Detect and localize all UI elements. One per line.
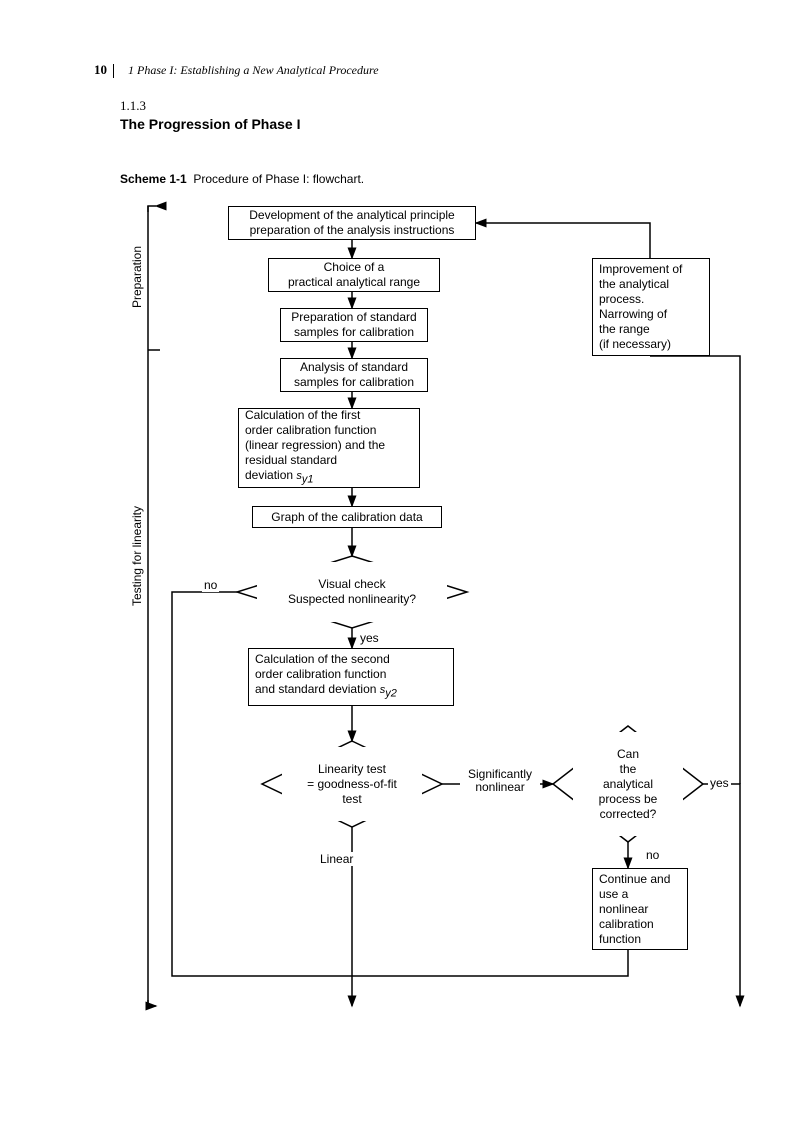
edge-label-yes: yes	[358, 631, 381, 645]
node-line: (if necessary)	[599, 337, 671, 352]
node-line: samples for calibration	[294, 375, 414, 390]
node-prep-samples: Preparation of standard samples for cali…	[280, 308, 428, 342]
node-line: the analytical	[599, 277, 669, 292]
edge-label-significantly-nonlinear: Significantlynonlinear	[460, 768, 540, 794]
node-second-order: Calculation of the second order calibrat…	[248, 648, 454, 706]
node-choice-range: Choice of a practical analytical range	[268, 258, 440, 292]
node-development: Development of the analytical principle …	[228, 206, 476, 240]
node-line: Calculation of the first	[245, 408, 360, 423]
node-line: order calibration function	[255, 667, 386, 682]
node-line: calibration	[599, 917, 654, 932]
section-label-preparation: Preparation	[130, 246, 144, 308]
flowchart: Development of the analytical principle …	[120, 196, 760, 1076]
chapter-title: 1 Phase I: Establishing a New Analytical…	[128, 63, 379, 77]
node-line: practical analytical range	[288, 275, 420, 290]
node-line: Choice of a	[324, 260, 385, 275]
edge-label-no: no	[202, 578, 219, 592]
node-analysis-samples: Analysis of standard samples for calibra…	[280, 358, 428, 392]
node-line: test	[342, 792, 361, 807]
node-line: Graph of the calibration data	[271, 510, 422, 525]
node-line: corrected?	[600, 807, 657, 822]
node-line: preparation of the analysis instructions	[250, 223, 455, 238]
node-improvement: Improvement of the analytical process. N…	[592, 258, 710, 356]
section-title: The Progression of Phase I	[120, 116, 301, 132]
node-line: Analysis of standard	[300, 360, 408, 375]
node-line: function	[599, 932, 641, 947]
node-line: Can	[617, 747, 639, 762]
node-graph-data: Graph of the calibration data	[252, 506, 442, 528]
node-line: order calibration function	[245, 423, 376, 438]
node-line: Improvement of	[599, 262, 682, 277]
caption-text: Procedure of Phase I: flowchart.	[193, 172, 364, 186]
node-line: use a	[599, 887, 628, 902]
node-continue-nonlinear: Continue and use a nonlinear calibration…	[592, 868, 688, 950]
node-visual-check: Visual check Suspected nonlinearity?	[257, 562, 447, 622]
node-can-correct: Can the analytical process be corrected?	[573, 732, 683, 836]
node-line: the	[620, 762, 637, 777]
node-line: analytical	[603, 777, 653, 792]
node-line: Development of the analytical principle	[249, 208, 454, 223]
node-line: samples for calibration	[294, 325, 414, 340]
node-line: the range	[599, 322, 650, 337]
node-line: Preparation of standard	[291, 310, 416, 325]
node-line: Suspected nonlinearity?	[288, 592, 416, 607]
node-line: Continue and	[599, 872, 670, 887]
node-line: Linearity test	[318, 762, 386, 777]
node-linearity-test: Linearity test = goodness-of-fit test	[282, 747, 422, 821]
node-line: (linear regression) and the	[245, 438, 385, 453]
node-first-order: Calculation of the first order calibrati…	[238, 408, 420, 488]
node-line: deviation sy1	[245, 468, 314, 487]
node-line: process be	[599, 792, 658, 807]
edge-label-can-no: no	[644, 848, 661, 862]
page-number: 10	[94, 62, 107, 77]
node-line: process.	[599, 292, 644, 307]
edge-label-can-yes: yes	[708, 776, 731, 790]
node-line: residual standard	[245, 453, 337, 468]
node-line: = goodness-of-fit	[307, 777, 397, 792]
node-line: and standard deviation sy2	[255, 682, 397, 701]
section-number: 1.1.3	[120, 98, 146, 114]
node-line: nonlinear	[599, 902, 648, 917]
page-header: 10 1 Phase I: Establishing a New Analyti…	[94, 62, 379, 78]
node-line: Visual check	[318, 577, 385, 592]
section-label-linearity: Testing for linearity	[130, 506, 144, 606]
caption-label: Scheme 1-1	[120, 172, 187, 186]
edge-label-linear: Linear	[318, 852, 355, 866]
node-line: Calculation of the second	[255, 652, 390, 667]
figure-caption: Scheme 1-1 Procedure of Phase I: flowcha…	[120, 172, 364, 186]
node-line: Narrowing of	[599, 307, 667, 322]
